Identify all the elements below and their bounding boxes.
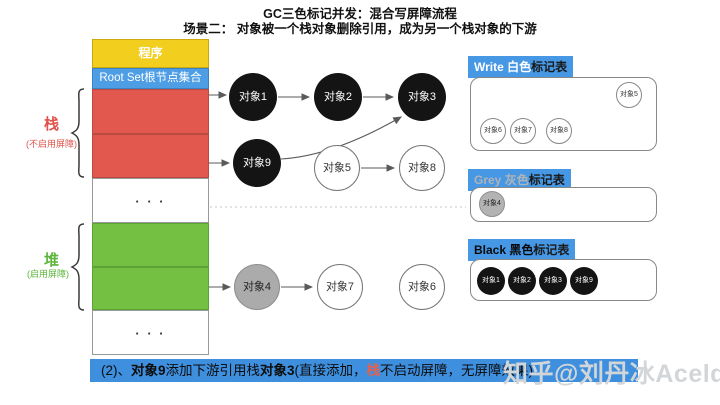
page-title: GC三色标记并发：混合写屏障流程 场景二： 对象被一个栈对象删除引用，成为另一个… <box>0 7 720 37</box>
black-table-header: Black 黑色标记表 <box>468 239 576 261</box>
black-table-obj1: 对象1 <box>477 267 505 295</box>
stack-slot-2 <box>92 134 209 178</box>
heap-label: 堆 <box>44 252 60 269</box>
stack-label: 栈 <box>44 116 60 133</box>
footer-obj9: 对象9 <box>131 363 166 378</box>
stack-slot-1 <box>92 89 209 134</box>
ellipsis-cell-top: · · · <box>92 178 209 223</box>
black-table-obj9: 对象9 <box>570 267 598 295</box>
node-obj8: 对象8 <box>399 145 445 191</box>
grey-table-title-cn: 灰色 <box>504 173 529 187</box>
heap-note: (启用屏障) <box>27 269 69 279</box>
white-table-title-suffix: 标记表 <box>531 60 568 74</box>
white-table-header: Write 白色标记表 <box>468 56 574 78</box>
heap-slot-1 <box>92 223 209 267</box>
rootset-cell: Root Set根节点集合 <box>92 68 209 89</box>
black-table-title-en: Black <box>474 243 507 257</box>
stack-note: (不启用屏障) <box>26 139 77 149</box>
title-line2: 场景二： 对象被一个栈对象删除引用，成为另一个栈对象的下游 <box>183 22 537 36</box>
footer-mid2: (直接添加， <box>294 363 367 378</box>
footer-stack-highlight: 栈 <box>366 363 381 378</box>
stack-brace-icon <box>70 88 85 178</box>
node-obj5: 对象5 <box>314 145 360 191</box>
black-table-title-cn: 黑色 <box>509 243 534 257</box>
grey-table-header: Grey 灰色标记表 <box>468 169 571 191</box>
white-table-obj5: 对象5 <box>616 82 642 108</box>
node-obj2: 对象2 <box>314 73 362 121</box>
program-cell: 程序 <box>92 39 209 68</box>
grey-table-obj4: 对象4 <box>479 191 505 217</box>
title-line1: GC三色标记并发：混合写屏障流程 <box>263 7 457 21</box>
node-obj3: 对象3 <box>398 73 446 121</box>
black-table-obj2: 对象2 <box>508 267 536 295</box>
grey-table-title-suffix: 标记表 <box>528 173 565 187</box>
black-table-obj3: 对象3 <box>539 267 567 295</box>
footer-step-number: (2)、 <box>101 363 131 378</box>
white-table-obj6: 对象6 <box>480 118 506 144</box>
grey-table-title-en: Grey <box>474 173 502 187</box>
black-table-title-suffix: 标记表 <box>533 243 570 257</box>
footer-mid1: 添加下游引用栈 <box>165 363 261 378</box>
node-obj7: 对象7 <box>317 264 363 310</box>
white-table-obj7: 对象7 <box>510 118 536 144</box>
node-obj6: 对象6 <box>399 264 445 310</box>
heap-brace-icon <box>70 223 85 311</box>
footer-obj3: 对象3 <box>260 363 295 378</box>
footer-tail: 不启动屏障，无屏障效果) <box>380 363 534 378</box>
white-table-obj8: 对象8 <box>546 118 572 144</box>
node-obj4: 对象4 <box>234 264 280 310</box>
white-table-title-cn: 白色 <box>507 60 532 74</box>
white-table-title-en: Write <box>474 60 504 74</box>
zhihu-watermark: 知乎@刘丹冰Aceld <box>503 360 720 388</box>
node-obj1: 对象1 <box>229 73 277 121</box>
node-obj9: 对象9 <box>233 139 281 187</box>
footer-step-bar: (2)、对象9添加下游引用栈对象3(直接添加，栈不启动屏障，无屏障效果) <box>90 359 638 382</box>
ellipsis-cell-bottom: · · · <box>92 310 209 355</box>
heap-slot-2 <box>92 267 209 310</box>
